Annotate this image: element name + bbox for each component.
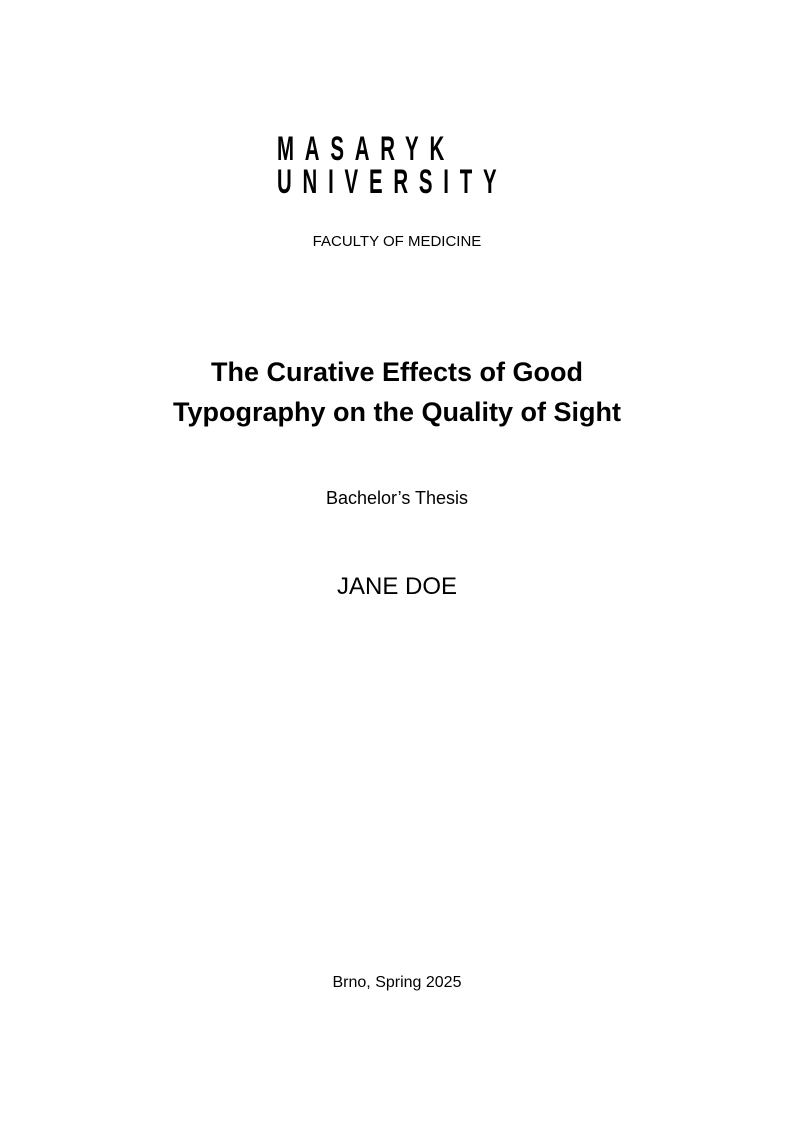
author-name: JANE DOE	[336, 573, 458, 600]
logo-line-2: UNIVERSITY	[277, 163, 508, 201]
title-line-1: The Curative Effects of Good	[210, 357, 584, 387]
place-and-date: Brno, Spring 2025	[332, 974, 462, 991]
faculty-name: FACULTY OF MEDICINE	[312, 233, 482, 250]
title-line-2: Typography on the Quality of Sight	[173, 397, 621, 427]
thesis-type: Bachelor’s Thesis	[325, 488, 469, 508]
logo-line-1: MASARYK	[277, 130, 455, 168]
thesis-title: The Curative Effects of Good Typography …	[0, 352, 794, 432]
university-logo: MASARYK UNIVERSITY	[277, 130, 661, 201]
